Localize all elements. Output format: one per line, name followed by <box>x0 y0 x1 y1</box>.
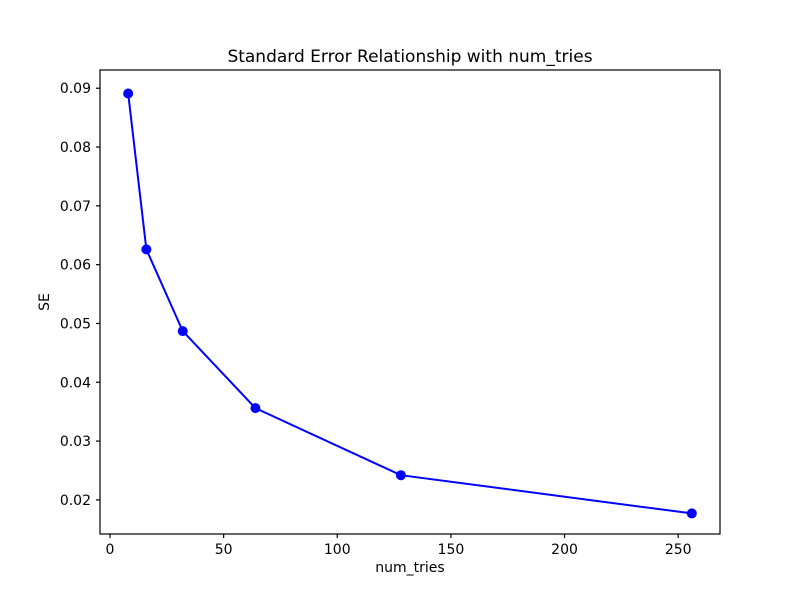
data-point <box>686 508 697 519</box>
data-point <box>123 88 134 99</box>
x-tick-label: 150 <box>438 542 465 558</box>
axes-spines <box>99 69 721 535</box>
x-tick-label: 50 <box>215 542 233 558</box>
y-tick-label: 0.09 <box>60 81 91 97</box>
x-axis-label: num_tries <box>375 560 444 576</box>
x-tick-label: 200 <box>551 542 578 558</box>
y-tick-label: 0.06 <box>60 258 91 274</box>
x-tick-label: 0 <box>106 542 115 558</box>
chart-title: Standard Error Relationship with num_tri… <box>227 47 592 67</box>
y-tick-label: 0.07 <box>60 199 91 215</box>
y-axis-label: SE <box>37 293 53 311</box>
x-tick-label: 250 <box>665 542 692 558</box>
y-tick-label: 0.02 <box>60 493 91 509</box>
data-point <box>395 470 406 481</box>
x-tick-label: 100 <box>324 542 351 558</box>
y-tick-label: 0.05 <box>60 316 91 332</box>
plot-area: 0 50 100 150 200 250 0.02 0.03 0.04 0.05 0.06 0.07 0… <box>60 69 721 558</box>
data-point <box>250 403 261 414</box>
data-point <box>141 244 152 255</box>
data-line <box>127 92 693 515</box>
y-tick-label: 0.04 <box>60 375 91 391</box>
y-tick-label: 0.03 <box>60 434 91 450</box>
y-tick-label: 0.08 <box>60 140 91 156</box>
data-point <box>177 326 188 337</box>
